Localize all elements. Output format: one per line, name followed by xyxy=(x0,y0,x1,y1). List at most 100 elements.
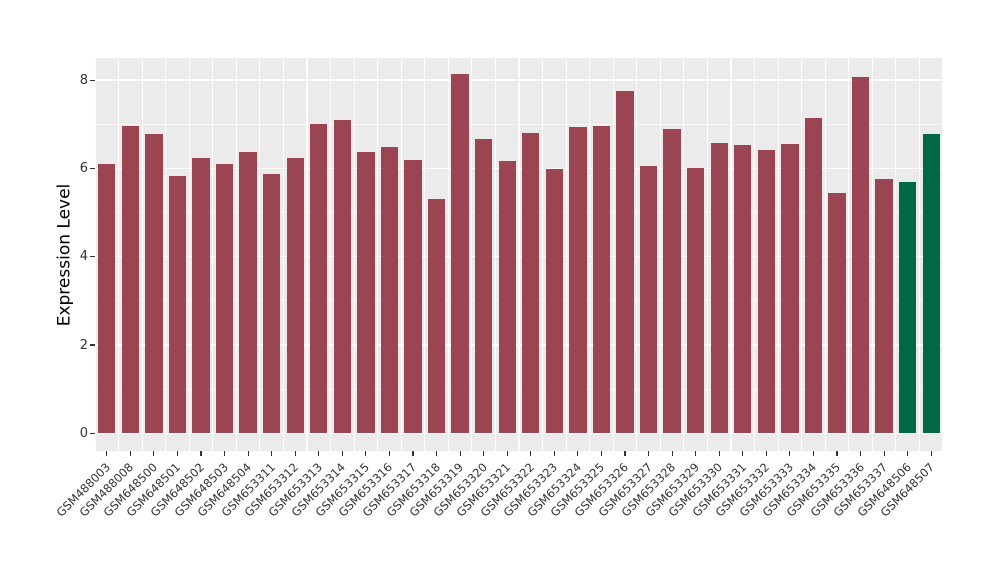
x-tick-GSM653336 xyxy=(859,451,862,456)
y-tick-label-2: 2 xyxy=(79,337,88,353)
bar-GSM488008 xyxy=(121,125,139,434)
bar-GSM653311 xyxy=(263,174,281,434)
bar-GSM653327 xyxy=(639,166,658,434)
bar-GSM648503 xyxy=(215,164,234,434)
gridline-x-boundary-4 xyxy=(188,58,190,451)
x-tick-GSM648506 xyxy=(907,451,909,456)
gridline-x-boundary-1 xyxy=(118,58,120,451)
x-tick-GSM653327 xyxy=(647,451,650,456)
bar-GSM653334 xyxy=(804,118,823,434)
bar-GSM488003 xyxy=(98,163,116,434)
bar-GSM653317 xyxy=(404,159,422,434)
bar-GSM653322 xyxy=(522,132,540,434)
x-tick-GSM653320 xyxy=(483,451,485,456)
bar-GSM653324 xyxy=(569,126,587,434)
gridline-x-boundary-13 xyxy=(400,58,402,451)
bar-GSM653313 xyxy=(310,123,328,434)
bar-GSM648502 xyxy=(192,157,210,434)
gridline-x-boundary-26 xyxy=(706,58,708,451)
gridline-x-boundary-22 xyxy=(612,58,614,451)
x-tick-GSM653321 xyxy=(506,451,508,456)
bar-GSM653315 xyxy=(357,152,375,434)
x-tick-GSM653331 xyxy=(742,451,744,456)
plot-panel xyxy=(94,58,944,451)
gridline-x-boundary-6 xyxy=(235,58,237,451)
gridline-x-boundary-19 xyxy=(542,58,544,451)
x-tick-GSM653332 xyxy=(765,451,767,456)
bar-GSM653328 xyxy=(663,129,681,434)
y-tick-0 xyxy=(90,432,95,434)
bar-GSM653318 xyxy=(427,198,446,434)
x-tick-GSM648507 xyxy=(930,451,932,456)
gridline-x-boundary-2 xyxy=(141,58,143,451)
gridline-x-boundary-25 xyxy=(683,58,685,451)
x-tick-GSM653335 xyxy=(836,451,838,456)
bar-GSM653325 xyxy=(592,126,611,434)
x-tick-GSM653314 xyxy=(341,451,343,456)
gridline-x-boundary-27 xyxy=(730,58,732,451)
bar-GSM648507 xyxy=(922,133,940,434)
x-tick-GSM653322 xyxy=(530,451,532,456)
bar-GSM653323 xyxy=(545,168,563,434)
gridline-x-boundary-33 xyxy=(871,58,873,451)
bar-GSM653332 xyxy=(757,149,775,434)
gridline-x-boundary-20 xyxy=(565,58,567,451)
gridline-x-boundary-3 xyxy=(165,58,167,451)
gridline-x-boundary-11 xyxy=(353,58,355,451)
gridline-x-boundary-30 xyxy=(801,58,803,451)
gridline-x-boundary-14 xyxy=(424,58,426,451)
bar-GSM653316 xyxy=(380,146,399,434)
x-tick-GSM648501 xyxy=(176,451,179,456)
gridline-x-boundary-0 xyxy=(94,58,96,451)
bar-GSM653336 xyxy=(851,77,870,434)
y-tick-label-0: 0 xyxy=(79,425,88,441)
x-tick-GSM653319 xyxy=(459,451,461,456)
x-tick-GSM653315 xyxy=(365,451,367,456)
y-tick-label-8: 8 xyxy=(79,72,88,88)
gridline-x-boundary-10 xyxy=(330,58,332,451)
gridline-x-boundary-7 xyxy=(259,58,261,451)
gridline-x-boundary-15 xyxy=(447,58,449,451)
gridline-x-boundary-32 xyxy=(848,58,850,451)
y-tick-label-6: 6 xyxy=(79,160,88,176)
bar-GSM653326 xyxy=(616,91,634,434)
bar-GSM653320 xyxy=(475,138,493,434)
bar-GSM653331 xyxy=(734,145,752,434)
gridline-x-boundary-35 xyxy=(918,58,920,451)
x-tick-GSM653324 xyxy=(577,451,579,456)
bar-GSM653314 xyxy=(333,119,351,434)
gridline-x-boundary-16 xyxy=(471,58,473,451)
bar-GSM648501 xyxy=(168,175,187,434)
x-tick-GSM488008 xyxy=(129,451,131,456)
bar-GSM653329 xyxy=(687,167,705,434)
y-tick-label-4: 4 xyxy=(79,249,88,265)
x-tick-GSM653330 xyxy=(718,451,720,456)
x-tick-GSM648504 xyxy=(247,451,249,456)
gridline-x-boundary-18 xyxy=(518,58,520,451)
y-tick-2 xyxy=(90,344,95,346)
gridline-x-boundary-34 xyxy=(895,58,897,451)
x-tick-GSM653312 xyxy=(294,451,296,456)
x-tick-GSM648502 xyxy=(200,451,202,456)
x-tick-GSM653333 xyxy=(789,451,791,456)
x-tick-GSM653316 xyxy=(388,451,391,456)
x-tick-GSM653334 xyxy=(812,451,815,456)
bar-GSM653333 xyxy=(781,144,799,434)
gridline-x-boundary-36 xyxy=(942,58,944,451)
x-tick-GSM653318 xyxy=(435,451,438,456)
x-tick-GSM653323 xyxy=(553,451,555,456)
gridline-x-boundary-12 xyxy=(377,58,379,451)
bar-GSM653319 xyxy=(451,74,469,434)
gridline-x-boundary-21 xyxy=(589,58,591,451)
bar-GSM653312 xyxy=(286,158,304,434)
bar-GSM648500 xyxy=(145,134,163,434)
x-tick-GSM648503 xyxy=(223,451,226,456)
x-tick-GSM653317 xyxy=(412,451,414,456)
gridline-x-boundary-23 xyxy=(636,58,638,451)
x-tick-GSM653329 xyxy=(695,451,697,456)
gridline-x-boundary-24 xyxy=(659,58,661,451)
x-tick-GSM653337 xyxy=(883,451,885,456)
y-tick-4 xyxy=(90,256,95,258)
y-tick-8 xyxy=(90,79,95,81)
